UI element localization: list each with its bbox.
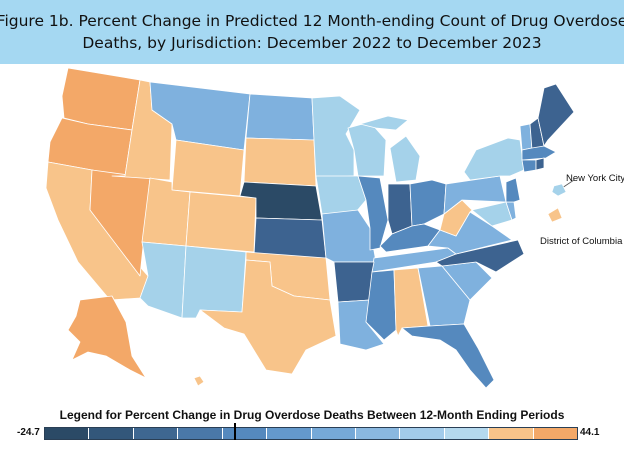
nyc-leader-line <box>561 179 575 189</box>
state-texas <box>199 259 337 375</box>
state-kentucky <box>379 223 441 253</box>
state-new-mexico <box>181 245 247 319</box>
callout-insets <box>547 179 575 223</box>
state-indiana <box>387 183 413 235</box>
state-georgia <box>417 265 471 327</box>
state-wyoming <box>171 139 245 197</box>
state-missouri <box>321 209 377 263</box>
state-new-jersey <box>505 177 521 203</box>
legend-swatch <box>400 428 445 439</box>
legend-title: Legend for Percent Change in Drug Overdo… <box>59 408 565 422</box>
state-iowa <box>315 175 367 215</box>
state-ohio <box>409 179 447 227</box>
state-alaska <box>67 295 147 379</box>
legend-swatch <box>222 428 268 439</box>
legend-swatch <box>178 428 223 439</box>
figure-title-line-2: Deaths, by Jurisdiction: December 2022 t… <box>82 34 542 52</box>
state-arizona <box>139 241 187 319</box>
legend-swatch <box>533 428 578 439</box>
legend-min-label: -24.7 <box>17 427 40 438</box>
legend-swatch <box>133 428 179 439</box>
legend-color-bar <box>44 427 578 440</box>
legend-max-label: 44.1 <box>580 427 600 438</box>
state-north-dakota <box>245 93 315 141</box>
state-illinois <box>357 175 389 251</box>
inset-district-of-columbia <box>547 207 563 223</box>
inset-new-york-city <box>551 183 567 197</box>
state-mississippi <box>365 269 397 341</box>
state-south-dakota <box>243 137 317 187</box>
legend-swatch <box>45 428 90 439</box>
us-choropleth-map <box>45 67 575 389</box>
callout-label-dc: District of Columbia <box>540 236 623 247</box>
legend-swatch <box>489 428 534 439</box>
state-kansas <box>253 217 327 259</box>
state-new-york <box>463 137 525 181</box>
state-arkansas <box>333 261 375 303</box>
state-connecticut <box>521 159 537 173</box>
figure-title-line-1: Figure 1b. Percent Change in Predicted 1… <box>0 12 624 30</box>
legend-zero-tick <box>233 423 236 440</box>
state-florida <box>401 323 495 389</box>
legend-swatch <box>89 428 134 439</box>
legend-swatch <box>267 428 312 439</box>
state-michigan-upper <box>359 115 409 131</box>
state-rhode-island <box>535 157 545 171</box>
state-michigan-lower <box>389 135 421 183</box>
state-maine <box>537 83 575 147</box>
state-colorado <box>185 191 257 253</box>
legend-swatch <box>355 428 401 439</box>
callout-label-nyc: New York City <box>566 173 624 184</box>
legend-swatch <box>444 428 490 439</box>
title-banner: Figure 1b. Percent Change in Predicted 1… <box>0 0 624 64</box>
state-hawaii <box>193 375 205 387</box>
legend-swatch <box>311 428 356 439</box>
